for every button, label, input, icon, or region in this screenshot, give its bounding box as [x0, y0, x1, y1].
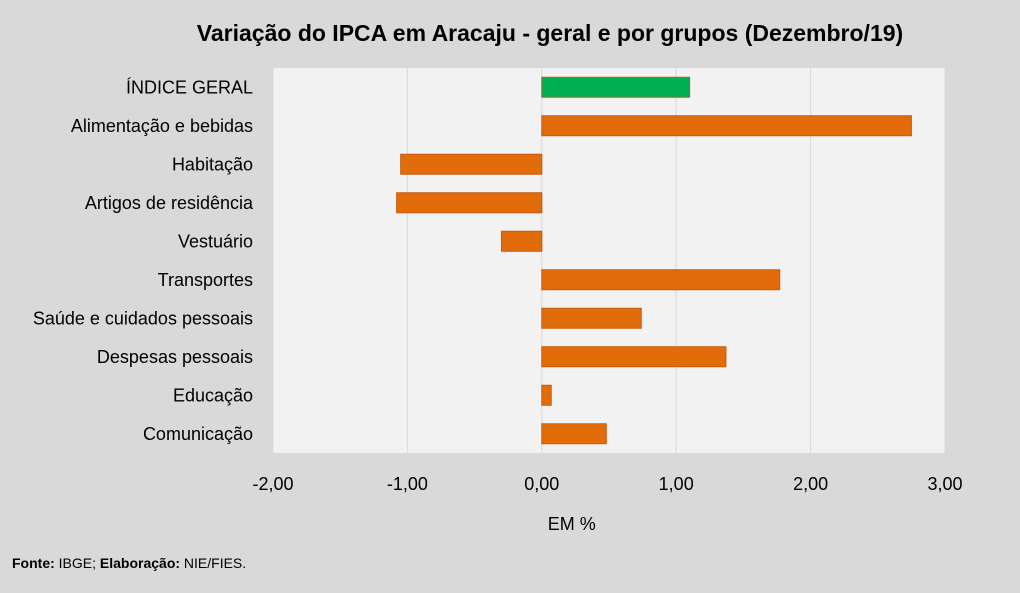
- bar: [541, 269, 781, 291]
- source-label: Fonte:: [12, 555, 55, 571]
- bar: [541, 76, 691, 98]
- category-label: Saúde e cuidados pessoais: [33, 308, 253, 328]
- source-note: Fonte: IBGE; Elaboração: NIE/FIES.: [12, 555, 246, 571]
- x-tick-label: 0,00: [524, 474, 559, 494]
- x-tick-label: 1,00: [659, 474, 694, 494]
- bar: [396, 192, 543, 214]
- bar: [541, 384, 552, 406]
- category-label: Transportes: [158, 270, 253, 290]
- category-label: ÍNDICE GERAL: [126, 77, 253, 97]
- elaboration-text: NIE/FIES.: [180, 555, 247, 571]
- x-tick-label: 2,00: [793, 474, 828, 494]
- bar: [541, 423, 607, 445]
- category-label: Despesas pessoais: [97, 347, 253, 367]
- bar: [541, 115, 912, 137]
- category-label: Comunicação: [143, 424, 253, 444]
- chart-title: Variação do IPCA em Aracaju - geral e po…: [196, 20, 904, 46]
- elaboration-label: Elaboração:: [99, 555, 181, 571]
- source-text: IBGE;: [54, 555, 100, 571]
- category-label: Educação: [173, 385, 253, 405]
- x-tick-label: -1,00: [387, 474, 428, 494]
- bar: [500, 230, 543, 252]
- bar: [541, 307, 642, 329]
- category-label: Habitação: [172, 154, 253, 174]
- bar: [400, 153, 543, 175]
- x-tick-label: -2,00: [252, 474, 293, 494]
- x-axis-label: EM %: [548, 514, 596, 534]
- category-label: Alimentação e bebidas: [71, 116, 253, 136]
- category-label: Artigos de residência: [85, 193, 254, 213]
- bar: [541, 346, 727, 368]
- x-tick-label: 3,00: [927, 474, 962, 494]
- category-label: Vestuário: [178, 231, 253, 251]
